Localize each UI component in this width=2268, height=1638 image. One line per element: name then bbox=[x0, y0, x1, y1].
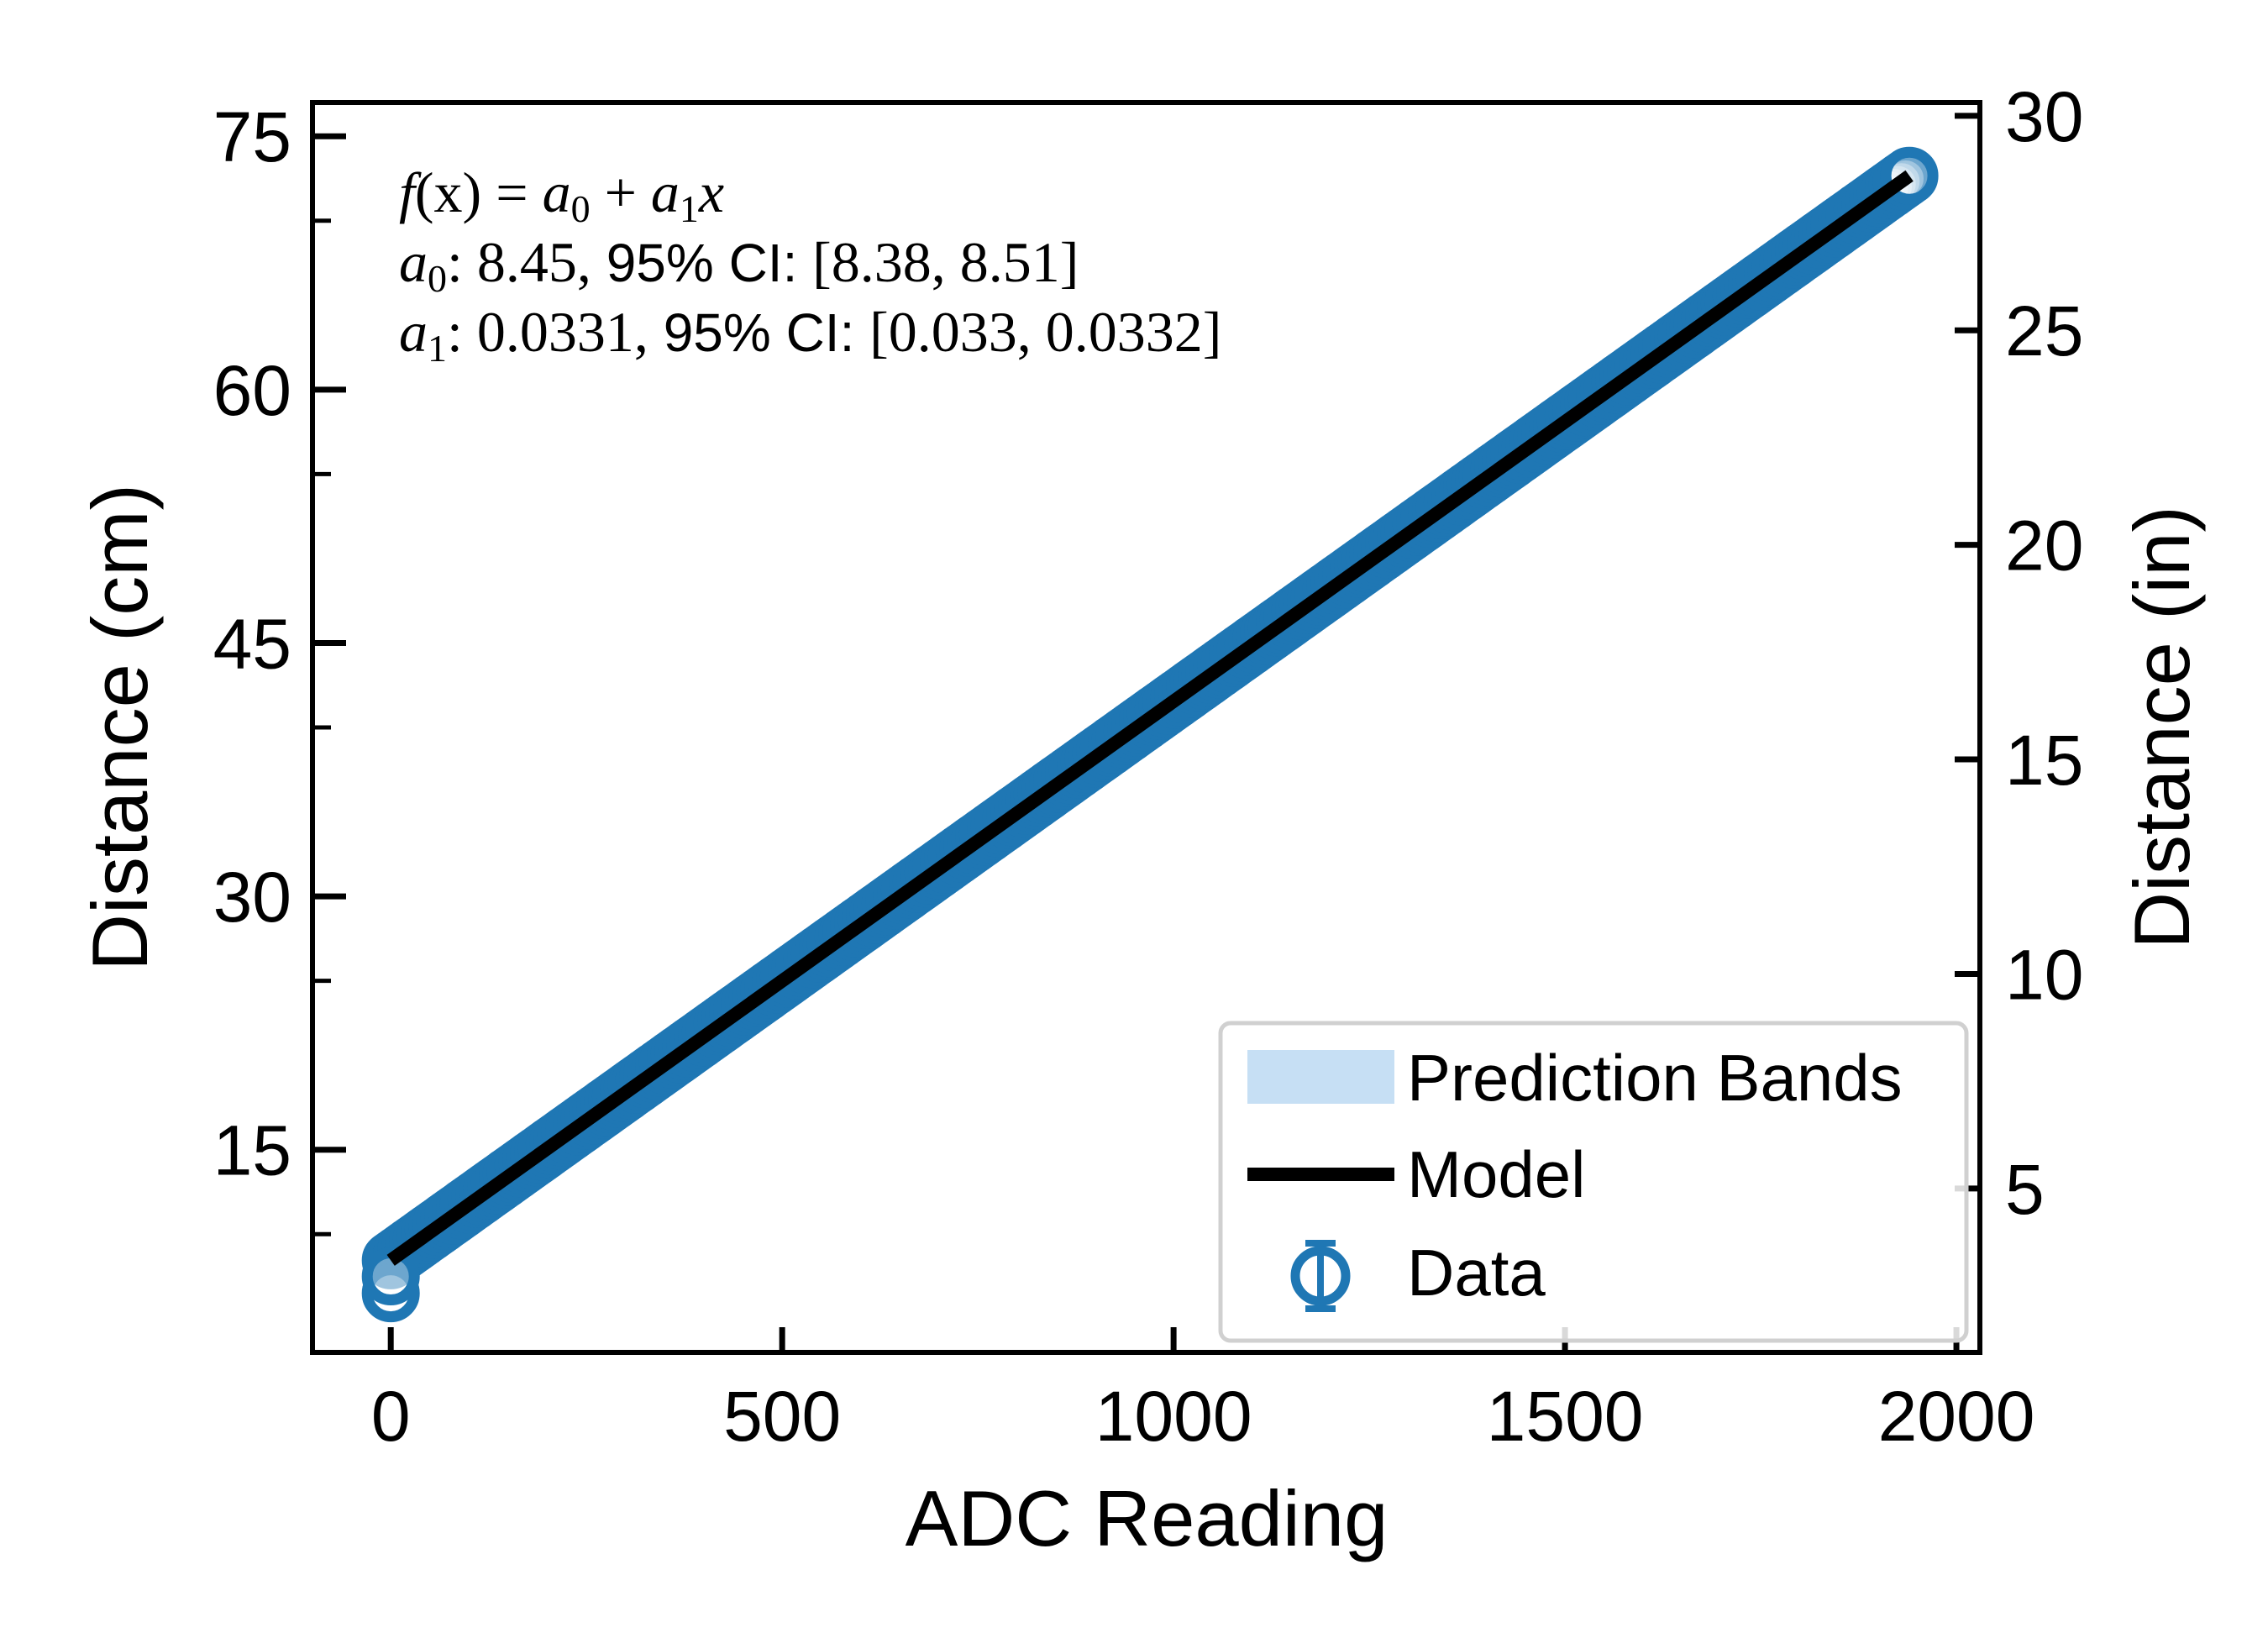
y-right-tick-label-4: 25 bbox=[2005, 291, 2083, 370]
legend-label-data: Data bbox=[1407, 1236, 1546, 1310]
x-tick-label-0: 0 bbox=[371, 1377, 411, 1456]
legend-label-prediction-bands: Prediction Bands bbox=[1407, 1041, 1903, 1115]
x-tick-label-1: 500 bbox=[723, 1377, 841, 1456]
y-tick-label-2: 45 bbox=[213, 604, 291, 683]
formula-line: f(x) = a0 + a1x bbox=[399, 160, 724, 230]
x-axis-title: ADC Reading bbox=[906, 1474, 1389, 1562]
legend-label-model: Model bbox=[1407, 1137, 1585, 1211]
legend: Prediction Bands Model Data bbox=[1218, 1021, 1969, 1343]
legend-swatch-data bbox=[1290, 1240, 1351, 1312]
y-right-tick-label-2: 15 bbox=[2005, 721, 2083, 800]
model-line bbox=[386, 170, 1914, 1266]
y-tick-label-0: 15 bbox=[213, 1111, 291, 1190]
y-right-tick-label-3: 20 bbox=[2005, 507, 2083, 585]
y-tick-label-4: 75 bbox=[213, 97, 291, 176]
y-right-tick-label-1: 10 bbox=[2005, 935, 2083, 1014]
x-tick-label-2: 1000 bbox=[1095, 1377, 1252, 1456]
x-tick-label-3: 1500 bbox=[1487, 1377, 1644, 1456]
legend-box bbox=[1218, 1021, 1969, 1343]
x-tick-label-4: 2000 bbox=[1878, 1377, 2035, 1456]
a0-estimate-line: a0: 8.45, 95% CI: [8.38, 8.51] bbox=[399, 230, 1079, 300]
y-right-tick-label-0: 5 bbox=[2005, 1150, 2045, 1229]
y-axis-title-right: Distance (in) bbox=[2118, 506, 2206, 949]
axis-ticks: 0 500 1000 1500 2000 15 30 45 60 75 5 10 15 20 25 30 bbox=[213, 77, 2084, 1456]
legend-swatch-prediction-bands bbox=[1247, 1050, 1394, 1104]
y-tick-label-3: 60 bbox=[213, 351, 291, 430]
a1-estimate-line: a1: 0.0331, 95% CI: [0.033, 0.0332] bbox=[399, 300, 1221, 370]
y-right-tick-label-5: 30 bbox=[2005, 77, 2083, 156]
y-axis-title-left: Distance (cm) bbox=[76, 484, 164, 971]
y-tick-label-1: 30 bbox=[213, 858, 291, 937]
plot-frame bbox=[310, 100, 1982, 1355]
